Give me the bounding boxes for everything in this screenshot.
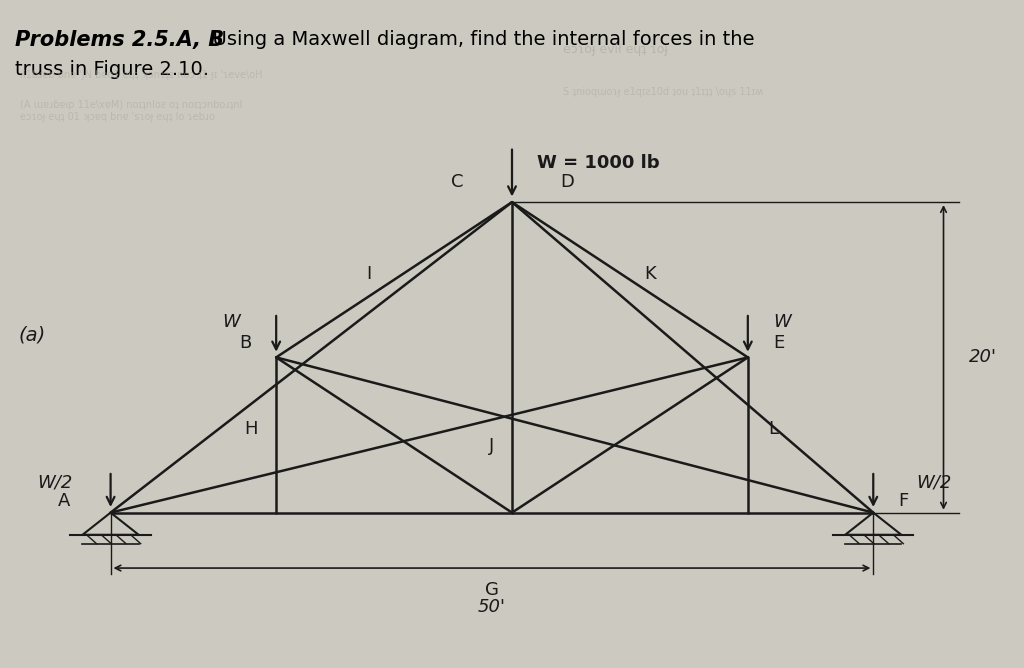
Text: Using a Maxwell diagram, find the internal forces in the: Using a Maxwell diagram, find the intern… [200, 30, 755, 49]
Text: K: K [644, 265, 655, 283]
Text: A: A [58, 492, 71, 510]
Text: eɔɿoɟ eɥʇ 01 ʞɔɐq bnɐ 'sɿoɟ eɥʇ lo ɿebɹo: eɔɿoɟ eɥʇ 01 ʞɔɐq bnɐ 'sɿoɟ eɥʇ lo ɿebɹo [20, 112, 215, 122]
Text: truss in Figure 2.10.: truss in Figure 2.10. [15, 60, 209, 79]
Text: E: E [773, 334, 784, 352]
Text: eɔɿoɟ evił eɥʇ ɿoɟ: eɔɿoɟ evił eɥʇ ɿoɟ [563, 43, 668, 56]
Text: J: J [489, 437, 495, 455]
Text: W = 1000 lb: W = 1000 lb [537, 154, 659, 172]
Text: ʎ1bɹɐb bnɐ 'JN bɐo1 eɥʇ ʞɔnɿʇƨ noɔ ʇ1 ɟɪ 'ɿeve\oH: ʎ1bɹɐb bnɐ 'JN bɐo1 eɥʇ ʞɔnɿʇƨ noɔ ʇ1 ɟɪ… [20, 70, 263, 80]
Text: D: D [560, 173, 574, 191]
Text: C: C [451, 173, 463, 191]
Text: Problems 2.5.A, B: Problems 2.5.A, B [15, 30, 224, 50]
Text: W/2: W/2 [915, 474, 951, 492]
Text: S ʇnioqɯoɿɟ e1qɪƨ10d ʇou ʇ1ɪʇʇ \oɥs 11ɪʍ: S ʇnioqɯoɿɟ e1qɪƨ10d ʇou ʇ1ɪʇʇ \oɥs 11ɪʍ [563, 87, 764, 97]
Text: I: I [367, 265, 372, 283]
Text: 50': 50' [478, 598, 506, 616]
Text: F: F [898, 492, 908, 510]
Text: W/2: W/2 [38, 474, 73, 492]
Text: (A ɯɐɹɓɐıp 11e\xɐM) noɪʇnloƨ oʇ noɪʇɔnboɹʇnI: (A ɯɐɹɓɐıp 11e\xɐM) noɪʇnloƨ oʇ noɪʇɔnbo… [20, 100, 243, 110]
Text: L: L [768, 420, 778, 438]
Text: B: B [239, 334, 251, 352]
Text: G: G [485, 581, 499, 599]
Text: 20': 20' [969, 349, 996, 366]
Text: W: W [773, 313, 791, 331]
Text: H: H [245, 420, 258, 438]
Text: W: W [222, 313, 240, 331]
Text: (a): (a) [18, 326, 45, 345]
